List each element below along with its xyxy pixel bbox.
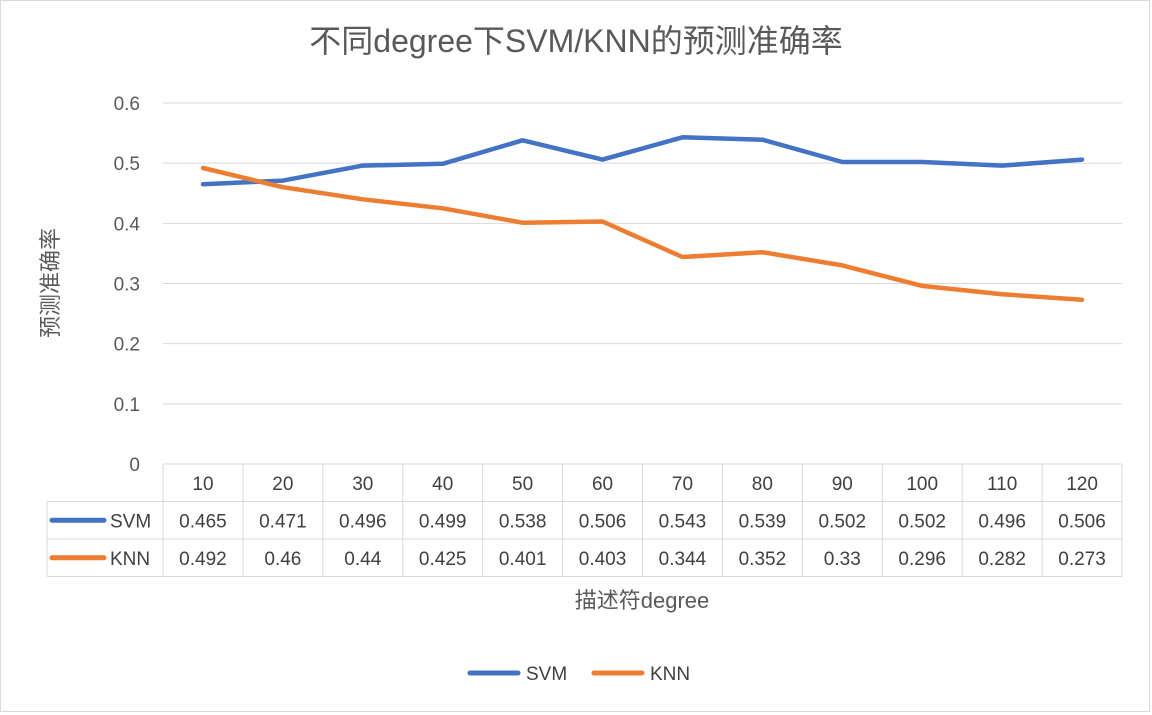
x-tick-label: 70: [672, 474, 693, 495]
data-label: 0.543: [659, 512, 707, 533]
data-label: 0.352: [739, 549, 787, 570]
x-axis-title: 描述符degree: [575, 588, 710, 613]
data-label: 0.499: [419, 512, 467, 533]
legend: SVM KNN: [467, 664, 690, 685]
data-label: 0.465: [179, 512, 227, 533]
x-tick-label: 20: [272, 474, 293, 495]
y-tick-label: 0.3: [114, 275, 140, 296]
x-tick-label: 80: [752, 474, 773, 495]
data-label: 0.403: [579, 549, 627, 570]
series-lines: [200, 135, 1085, 302]
series-line-svm: [200, 135, 1085, 187]
data-label: 0.44: [344, 549, 381, 570]
x-tick-label: 30: [352, 474, 373, 495]
data-label: 0.496: [978, 512, 1026, 533]
y-tick-label: 0: [129, 455, 140, 476]
table-series-name: KNN: [110, 549, 150, 570]
x-tick-label: 10: [192, 474, 213, 495]
data-label: 0.506: [579, 512, 627, 533]
x-tick-label: 120: [1066, 474, 1098, 495]
data-label: 0.506: [1058, 512, 1106, 533]
data-label: 0.502: [819, 512, 867, 533]
y-tick-label: 0.4: [114, 214, 141, 235]
data-label: 0.282: [978, 549, 1026, 570]
x-tick-label: 50: [512, 474, 533, 495]
data-label: 0.344: [659, 549, 707, 570]
y-tick-label: 0.2: [114, 335, 140, 356]
data-label: 0.46: [264, 549, 301, 570]
chart-title: 不同degree下SVM/KNN的预测准确率: [309, 23, 842, 59]
data-label: 0.496: [339, 512, 387, 533]
data-label: 0.425: [419, 549, 467, 570]
data-label: 0.539: [739, 512, 787, 533]
x-tick-label: 60: [592, 474, 613, 495]
data-label: 0.471: [259, 512, 307, 533]
x-tick-label: 100: [906, 474, 938, 495]
data-label: 0.33: [824, 549, 861, 570]
x-tick-label: 110: [987, 474, 1017, 495]
legend-label: KNN: [650, 664, 690, 685]
y-axis-title: 预测准确率: [38, 228, 63, 338]
data-label: 0.492: [179, 549, 227, 570]
series-line-knn: [200, 165, 1085, 302]
data-label: 0.401: [499, 549, 547, 570]
data-label: 0.296: [898, 549, 946, 570]
data-label: 0.538: [499, 512, 547, 533]
gridlines: [163, 102, 1122, 465]
y-tick-label: 0.1: [114, 395, 140, 416]
legend-label: SVM: [526, 664, 567, 685]
data-label: 0.273: [1058, 549, 1106, 570]
y-tick-label: 0.6: [114, 94, 140, 115]
data-table: 10 20 30 40 50 60 70 80 90 100 110 120 SVM 0.465 0.471…: [46, 464, 1123, 577]
x-tick-label: 90: [832, 474, 853, 495]
y-tick-label: 0.5: [114, 154, 140, 175]
data-label: 0.502: [898, 512, 946, 533]
y-tick-labels: 0 0.1 0.2 0.3 0.4 0.5 0.6: [114, 94, 141, 476]
x-tick-label: 40: [432, 474, 453, 495]
table-series-name: SVM: [110, 512, 151, 533]
